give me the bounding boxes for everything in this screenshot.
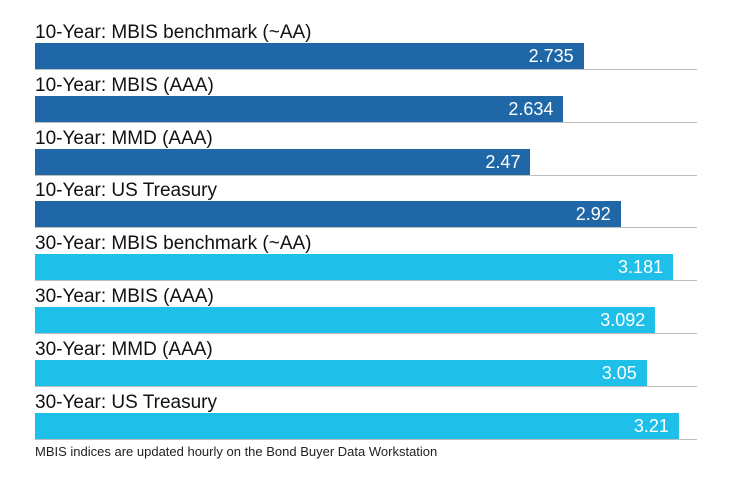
category-label: 10-Year: MBIS (AAA) (35, 74, 214, 96)
category-label: 10-Year: MBIS benchmark (~AA) (35, 22, 312, 43)
bar: 2.47 (35, 148, 531, 175)
bar: 3.05 (35, 359, 647, 386)
bar-value-label: 2.735 (528, 46, 574, 66)
row-divider (35, 121, 697, 123)
row-divider (35, 227, 697, 229)
category-label: 30-Year: MBIS benchmark (~AA) (35, 233, 312, 255)
row-divider (35, 385, 697, 387)
bar-value-label: 3.092 (600, 310, 646, 330)
footnote: MBIS indices are updated hourly on the B… (35, 444, 438, 459)
bar-chart: 10-Year: MBIS benchmark (~AA) 2.735 10-Yea… (35, 22, 697, 440)
row-divider (35, 174, 697, 176)
category-label: 30-Year: MMD (AAA) (35, 338, 213, 360)
row-divider (35, 280, 697, 282)
bar-value-label: 3.05 (601, 362, 637, 383)
category-label: 30-Year: US Treasury (35, 391, 217, 413)
row-divider (35, 69, 697, 70)
bar: 2.634 (35, 95, 564, 122)
bar-value-label: 2.47 (485, 151, 521, 172)
bar: 3.21 (35, 412, 679, 439)
bar: 3.181 (35, 254, 674, 281)
bar: 3.092 (35, 307, 656, 333)
row-divider (35, 333, 697, 334)
category-label: 30-Year: MBIS (AAA) (35, 286, 214, 307)
bar-value-label: 2.634 (508, 98, 554, 119)
bar: 2.735 (35, 43, 584, 69)
category-label: 10-Year: US Treasury (35, 180, 217, 202)
bar: 2.92 (35, 201, 621, 228)
bar-value-label: 2.92 (575, 204, 611, 225)
bar-value-label: 3.181 (618, 257, 664, 278)
bar-value-label: 3.21 (633, 415, 669, 436)
category-label: 10-Year: MMD (AAA) (35, 127, 213, 149)
row-divider (35, 438, 697, 440)
